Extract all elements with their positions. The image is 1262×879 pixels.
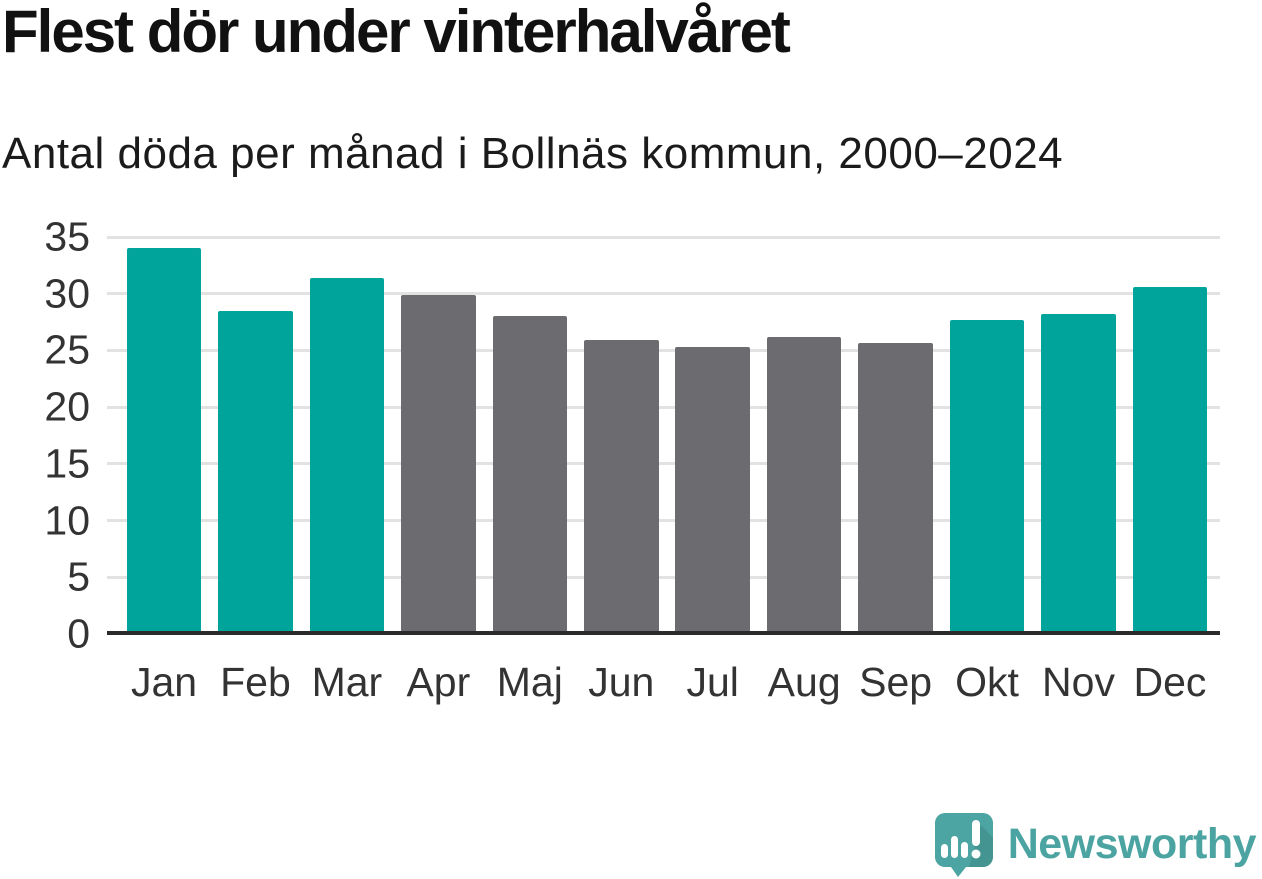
x-tick-label-jan: Jan xyxy=(130,659,198,705)
plot-area xyxy=(107,235,1220,634)
x-axis-labels: Jan Feb Mar Apr Maj Jun Jul Aug Sep Okt Nov Dec xyxy=(107,658,1220,706)
gridline-15 xyxy=(107,462,1220,466)
gridline-25 xyxy=(107,348,1220,352)
y-tick-label-35: 35 xyxy=(44,213,90,260)
bar-nov xyxy=(1041,314,1116,634)
x-tick-label-mar: Mar xyxy=(311,659,383,705)
bar-okt xyxy=(949,319,1025,634)
bar-jun xyxy=(583,340,659,634)
newsworthy-logo-icon xyxy=(934,813,993,877)
x-tick-label-apr: Apr xyxy=(406,659,471,705)
x-tick-label-jun: Jun xyxy=(588,659,655,705)
bar-maj xyxy=(492,316,568,634)
bar-jan xyxy=(126,248,202,634)
y-tick-label-0: 0 xyxy=(67,610,90,657)
bar-aug xyxy=(766,336,842,634)
brand-footer: Newsworthy xyxy=(931,811,1257,877)
x-tick-label-maj: Maj xyxy=(496,659,563,705)
gridline-5 xyxy=(107,575,1220,579)
gridline-10 xyxy=(107,519,1220,523)
y-tick-label-5: 5 xyxy=(67,553,90,600)
y-tick-label-30: 30 xyxy=(44,270,90,317)
y-tick-label-25: 25 xyxy=(44,326,90,373)
x-tick-label-dec: Dec xyxy=(1133,659,1207,705)
x-tick-label-jul: Jul xyxy=(686,659,739,705)
bar-apr xyxy=(401,294,476,634)
y-tick-label-15: 15 xyxy=(44,440,90,487)
y-axis: 0 5 10 15 20 25 30 35 xyxy=(0,216,90,654)
bar-mar xyxy=(309,277,385,634)
bar-jul xyxy=(675,347,750,634)
brand-name: Newsworthy xyxy=(1007,820,1257,868)
gridline-35 xyxy=(107,235,1220,239)
bar-feb xyxy=(218,310,293,634)
x-tick-label-feb: Feb xyxy=(220,659,291,705)
x-tick-label-sep: Sep xyxy=(859,659,933,705)
x-tick-label-okt: Okt xyxy=(955,659,1019,705)
y-tick-label-20: 20 xyxy=(44,383,90,430)
gridline-20 xyxy=(107,405,1220,409)
bar-sep xyxy=(858,342,933,634)
x-tick-label-nov: Nov xyxy=(1042,659,1115,705)
x-tick-label-aug: Aug xyxy=(767,659,841,705)
chart-subtitle: Antal döda per månad i Bollnäs kommun, 2… xyxy=(2,129,1064,178)
bar-dec xyxy=(1132,286,1208,634)
y-tick-label-10: 10 xyxy=(44,497,90,544)
chart-title: Flest dör under vinterhalvåret xyxy=(2,0,791,65)
gridline-30 xyxy=(107,292,1220,296)
x-axis-line xyxy=(107,631,1220,635)
